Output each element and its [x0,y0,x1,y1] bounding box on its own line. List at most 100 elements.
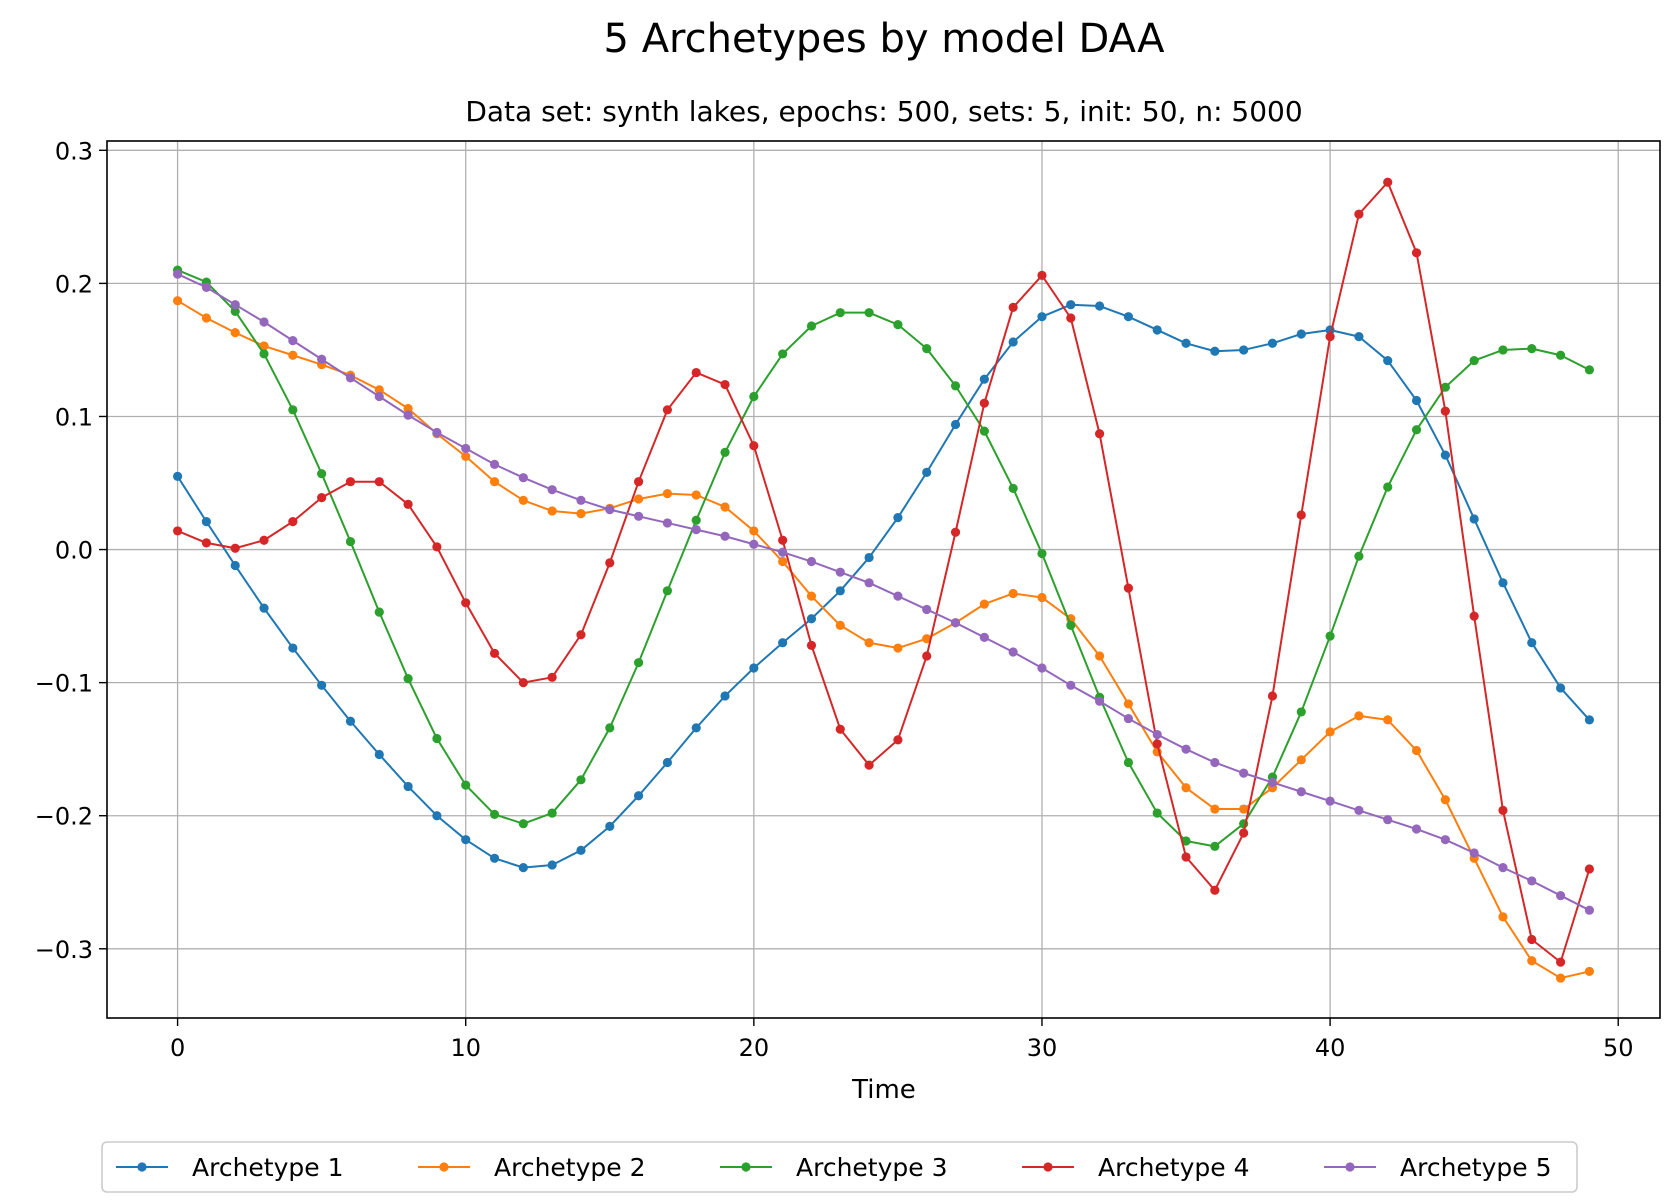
data-point [1527,956,1537,966]
x-axis-label: Time [851,1075,916,1105]
data-point [1469,611,1479,621]
data-point [1383,815,1393,825]
data-point [1094,651,1105,661]
data-point [633,494,644,504]
data-point [1037,663,1047,673]
data-point [778,556,788,567]
data-point [230,560,240,571]
data-point [979,398,989,408]
data-point [1008,483,1018,493]
data-point [1123,312,1134,322]
data-point [1152,808,1162,818]
data-point [1498,912,1508,922]
data-point [1527,934,1537,945]
data-point [201,313,211,323]
data-point [806,614,817,624]
data-point [1411,425,1422,435]
data-point [1267,777,1278,788]
data-point [259,603,269,613]
data-point [1296,755,1306,765]
legend-label: Archetype 1 [192,1153,344,1182]
data-point [576,495,586,505]
data-point [172,471,183,481]
series-line [177,273,1590,912]
data-point [691,515,701,525]
data-point [1411,395,1422,406]
data-point [1296,787,1306,797]
data-point [864,638,874,648]
data-point [547,672,557,682]
data-point [950,381,961,391]
data-point [317,354,327,364]
data-point [864,760,874,770]
data-point [1325,631,1335,641]
data-point [1008,337,1018,347]
data-point [1239,804,1249,814]
data-point [374,607,384,617]
data-point [893,513,903,523]
data-point [662,586,673,596]
grid [107,141,1660,1018]
data-point [230,306,240,316]
data-point [1123,757,1134,768]
data-point [547,860,557,870]
data-point [1584,715,1595,725]
data-point [1383,355,1393,366]
data-point [288,517,298,527]
axis-ticks: 0 10 20 30 40 50 0.3 0.2 0.1 0.0 −0.1 −0.2 −0.3 [35,137,1634,1062]
data-point [201,517,211,527]
data-point [1498,578,1508,588]
data-point [1152,325,1162,335]
data-point [749,663,759,673]
data-point [1037,270,1047,281]
data-point [288,350,298,360]
legend-item-archetype-5: Archetype 5 [1324,1153,1552,1182]
data-point [720,691,730,701]
data-point [806,556,817,567]
data-point [288,336,298,346]
data-point [720,531,730,541]
data-point [1440,835,1450,845]
chart-title: 5 Archetypes by model DAA [604,16,1166,62]
data-point [1498,805,1508,815]
data-point [172,296,183,306]
data-point [922,651,932,661]
data-point [864,578,874,588]
y-tick-label: 0.3 [55,137,93,165]
data-point [979,426,989,436]
data-point [1037,592,1047,603]
data-point [1008,302,1018,312]
data-point [1210,841,1220,851]
data-point [1469,848,1479,858]
data-point [576,845,586,855]
data-point [1411,824,1422,834]
data-point [1440,450,1450,460]
data-point [806,321,817,331]
data-point [605,505,615,515]
legend-label: Archetype 2 [494,1153,646,1182]
data-point [1411,248,1422,258]
data-point [230,328,240,338]
data-point [288,643,298,653]
series-archetype-2 [172,296,1595,983]
legend-marker [741,1162,751,1172]
data-point [806,640,817,650]
legend: Archetype 1 Archetype 2 Archetype 3 Archety… [101,1141,1578,1193]
legend-marker [439,1162,449,1172]
data-point [1123,713,1134,724]
data-point [950,618,961,628]
data-point [230,300,240,310]
y-tick-label: −0.2 [35,803,93,831]
data-point [259,349,269,359]
data-point [1181,338,1191,348]
data-point [1440,406,1450,416]
data-point [576,630,586,640]
data-point [749,539,759,549]
data-point [922,634,932,644]
data-point [547,485,557,495]
data-point [1556,890,1566,901]
data-point [345,536,356,547]
data-point [691,723,701,733]
